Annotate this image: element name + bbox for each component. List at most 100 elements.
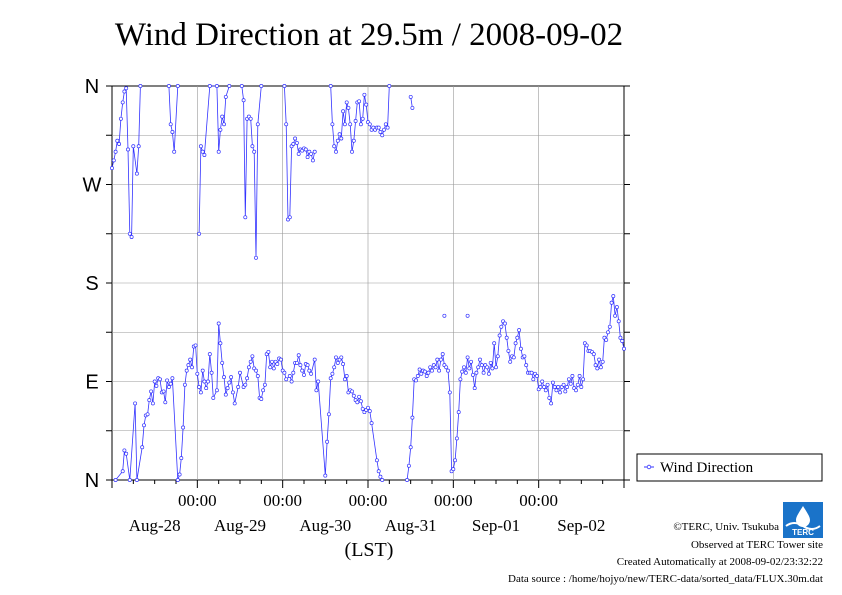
y-tick-label: N — [85, 76, 99, 98]
data-point — [476, 365, 481, 370]
data-point — [172, 149, 177, 154]
data-point — [202, 153, 207, 157]
data-point — [200, 149, 205, 154]
data-point — [145, 412, 150, 417]
data-point — [554, 388, 559, 393]
data-point — [127, 478, 132, 482]
data-point — [558, 390, 562, 395]
y-tick-label: S — [85, 273, 98, 295]
data-point — [529, 370, 534, 375]
data-point — [351, 138, 356, 143]
data-point — [362, 92, 367, 97]
data-point — [120, 469, 125, 474]
data-point — [350, 149, 354, 154]
data-point — [179, 456, 184, 461]
data-point — [197, 231, 202, 236]
data-point — [380, 478, 385, 482]
x-tick-label: 00:00 — [349, 491, 388, 510]
data-point — [481, 370, 486, 375]
data-point — [122, 89, 127, 94]
data-point — [222, 122, 226, 127]
data-point — [309, 371, 314, 376]
data-point — [241, 98, 246, 103]
data-point — [474, 370, 479, 375]
data-point — [305, 363, 310, 368]
data-point — [314, 388, 319, 393]
data-point — [259, 397, 264, 401]
data-point — [419, 371, 424, 376]
data-point — [357, 99, 362, 104]
data-point — [408, 94, 413, 99]
data-point — [302, 372, 306, 377]
data-point — [223, 392, 228, 397]
data-point — [111, 158, 116, 163]
data-point — [408, 445, 413, 450]
data-point — [229, 375, 234, 380]
data-point — [428, 365, 433, 370]
data-point — [424, 374, 429, 378]
legend-box — [636, 453, 823, 482]
data-point — [385, 125, 390, 130]
data-point — [222, 375, 226, 380]
data-point — [150, 401, 155, 406]
data-point — [451, 467, 456, 472]
data-point — [115, 138, 120, 143]
data-point — [296, 151, 301, 156]
data-point — [458, 377, 463, 382]
data-point — [152, 379, 157, 384]
data-point — [225, 386, 230, 391]
data-point — [611, 294, 616, 299]
data-point — [540, 379, 545, 384]
data-point — [166, 385, 171, 389]
x-tick-label: 00:00 — [434, 491, 473, 510]
data-point — [168, 381, 173, 386]
data-point — [227, 380, 232, 385]
x-tick-label: 00:00 — [519, 491, 558, 510]
footer-copyright: ©TERC, Univ. Tsukuba — [673, 521, 779, 533]
data-point — [129, 235, 134, 239]
data-point — [270, 359, 274, 364]
data-point — [200, 368, 205, 373]
data-point — [497, 333, 502, 338]
data-point — [259, 84, 264, 88]
data-point — [243, 215, 248, 220]
data-point — [456, 410, 461, 415]
data-point — [268, 365, 273, 370]
data-point — [463, 370, 468, 375]
data-point — [513, 341, 518, 346]
data-point — [124, 451, 129, 456]
data-point — [165, 378, 170, 383]
grid — [112, 86, 624, 480]
data-point — [166, 84, 171, 88]
y-tick-label: E — [85, 372, 98, 394]
data-point — [506, 348, 511, 353]
data-point — [524, 363, 529, 368]
data-point — [220, 360, 225, 365]
x-axis-label: (LST) — [345, 539, 394, 561]
x-tick-label: 00:00 — [263, 491, 302, 510]
data-point — [405, 478, 410, 482]
data-point — [334, 355, 338, 360]
footer-source: Data source : /home/hojyo/new/TERC-data/… — [508, 573, 823, 585]
data-point — [360, 116, 365, 121]
data-point — [606, 330, 610, 335]
data-point — [579, 385, 584, 389]
data-point — [339, 136, 344, 141]
data-point — [230, 390, 235, 395]
data-point — [446, 368, 450, 373]
data-point — [177, 472, 182, 477]
data-point — [595, 366, 600, 371]
data-point — [575, 382, 580, 387]
data-point — [515, 335, 520, 340]
y-axis: N W S E N — [83, 76, 630, 492]
data-point — [170, 130, 175, 134]
data-point — [417, 367, 422, 372]
data-point — [293, 136, 298, 141]
data-point — [622, 346, 626, 351]
data-point — [348, 122, 353, 127]
data-point — [287, 215, 292, 220]
data-point — [492, 341, 497, 346]
data-point — [351, 393, 356, 398]
logo-text: TERC — [792, 528, 814, 537]
